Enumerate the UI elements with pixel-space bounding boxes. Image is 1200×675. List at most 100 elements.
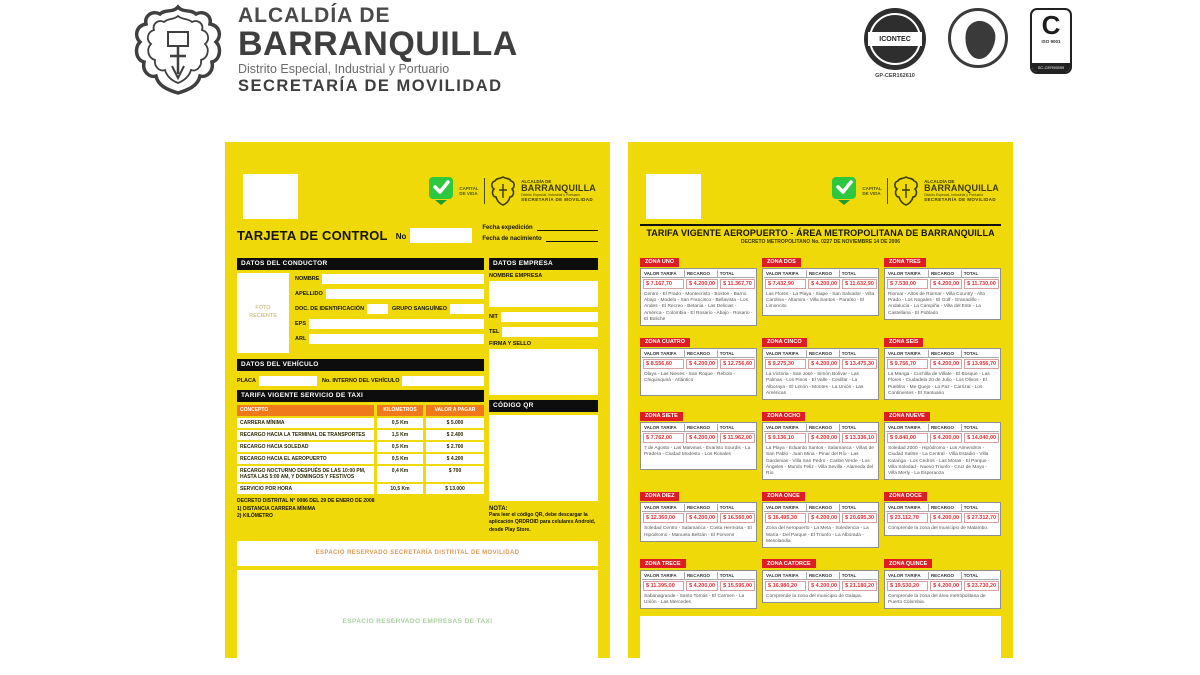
zone-card: ZONA TRES VALOR TARIFA RECARGO TOTAL $ 7… <box>884 250 1001 326</box>
row-km: 0,5 Km <box>377 454 423 464</box>
zone-col-valor-tarifa: VALOR TARIFA <box>886 571 929 579</box>
header-title-line2: BARRANQUILLA <box>238 25 518 63</box>
zone-col-valor-tarifa: VALOR TARIFA <box>764 504 807 512</box>
zone-label: ZONA ONCE <box>762 491 805 501</box>
fecha-expedicion-line <box>536 224 598 231</box>
zone-total-value: $ 13.956,70 <box>964 359 1000 370</box>
zone-label: ZONA DOCE <box>884 491 927 501</box>
row-valor: $ 4.200 <box>426 454 484 464</box>
iso-cert-logo: C ISO 9001 SC-CER95599 <box>1030 8 1072 74</box>
zone-panel: VALOR TARIFA RECARGO TOTAL $ 9.275,30 $ … <box>762 348 879 401</box>
zone-col-recargo: RECARGO <box>929 270 962 277</box>
zone-tarifa-value: $ 11.395,00 <box>643 580 685 591</box>
brand-wordmark-small: ALCALDÍA DE BARRANQUILLA Distrito Especi… <box>521 178 596 202</box>
zone-col-total: TOTAL <box>841 271 857 276</box>
zone-total-value: $ 15.595,00 <box>720 580 756 591</box>
header-subtitle: Distrito Especial, Industrial y Portuari… <box>238 62 450 77</box>
zone-panel: VALOR TARIFA RECARGO TOTAL $ 7.762,00 $ … <box>640 422 757 471</box>
zone-recargo-value: $ 4.200,00 <box>686 279 719 289</box>
zone-table-header: VALOR TARIFA RECARGO TOTAL <box>642 350 755 359</box>
zone-total-value: $ 13.336,10 <box>842 433 878 444</box>
zone-table-header: VALOR TARIFA RECARGO TOTAL <box>886 424 999 433</box>
zone-table-header: VALOR TARIFA RECARGO TOTAL <box>642 504 755 513</box>
zone-tarifa-value: $ 7.530,00 <box>887 279 929 289</box>
row-concepto: RECARGO HACIA SOLEDAD <box>237 442 374 452</box>
zone-label: ZONA SIETE <box>640 411 683 421</box>
zone-total-value: $ 21.180,20 <box>842 580 878 591</box>
row-km: 0,5 Km <box>377 442 423 452</box>
zone-tarifa-value: $ 16.980,20 <box>765 580 807 591</box>
zone-label: ZONA NUEVE <box>884 411 930 421</box>
apellido-field <box>325 289 484 299</box>
qr-nota: NOTA: Para leer el código QR, debe desca… <box>489 506 598 534</box>
zone-col-valor-tarifa: VALOR TARIFA <box>642 504 685 512</box>
zone-barrios-text: Olaya - Las Nieves - San Roque - Rebolo … <box>644 372 736 384</box>
row-km: 0,5 Km <box>377 418 423 428</box>
zone-col-recargo: RECARGO <box>807 504 840 512</box>
firma-sello-label: FIRMA Y SELLO <box>489 341 532 347</box>
tarifa-table-row: CARRERA MÍNIMA 0,5 Km $ 5.000 <box>237 418 484 428</box>
photo-placeholder: FOTO RECIENTE <box>237 273 289 353</box>
tarifa-aeropuerto-card: CAPITAL DE VIDA ALCALDÍA DE BARRANQUILLA… <box>628 142 1013 675</box>
zone-col-recargo: RECARGO <box>807 270 840 277</box>
zone-recargo-value: $ 4.200,00 <box>686 433 719 444</box>
nota-text: Para leer el código QR, debe descargar l… <box>489 512 596 533</box>
row-km: 0,4 Km <box>377 466 423 482</box>
certification-logos: ICONTEC GP-CER162610 C ISO 9001 SC-CER95… <box>864 8 1072 79</box>
zone-values-row: $ 16.980,20 $ 4.200,00 $ 21.180,20 <box>764 580 878 592</box>
zone-barrios-text: Comprende la zona del municipio de Malam… <box>888 526 989 532</box>
firma-sello-box <box>489 349 598 395</box>
tarifa-table-row: RECARGO HACIA EL AEROPUERTO 0,5 Km $ 4.2… <box>237 454 484 464</box>
zone-label: ZONA DIEZ <box>640 491 680 501</box>
zone-total-value: $ 13.475,30 <box>842 359 878 370</box>
reserved-empresas-box: ESPACIO RESERVADO EMPRESAS DE TAXI <box>640 616 1001 675</box>
zone-col-recargo: RECARGO <box>807 571 840 579</box>
capital-de-vida-label: CAPITAL DE VIDA <box>459 185 479 196</box>
zone-tarifa-value: $ 9.275,30 <box>765 359 807 370</box>
left-card-top: CAPITAL DE VIDA ALCALDÍA DE BARRANQUILLA… <box>237 152 598 219</box>
zone-recargo-value: $ 4.200,00 <box>808 279 841 289</box>
zone-values-row: $ 7.762,00 $ 4.200,00 $ 11.962,00 <box>642 432 755 444</box>
zone-col-total: TOTAL <box>963 505 979 511</box>
zone-total-value: $ 11.367,70 <box>720 279 755 289</box>
tarifa-table: CONCEPTO KILÓMETROS VALOR A PAGAR CARRER… <box>237 405 484 494</box>
datos-empresa-header: DATOS EMPRESA <box>489 258 598 270</box>
zone-tarifa-value: $ 9.840,00 <box>887 433 929 444</box>
zone-col-total: TOTAL <box>963 271 979 276</box>
zone-values-row: $ 9.136,10 $ 4.200,00 $ 13.336,10 <box>764 432 878 444</box>
zone-total-value: $ 20.695,30 <box>842 513 878 524</box>
zone-col-recargo: RECARGO <box>929 504 962 512</box>
tel-label: TEL <box>489 329 500 335</box>
icontec-cert-caption: GP-CER162610 <box>875 73 915 79</box>
zone-barrios-text: La Playa - Eduardo Santos - Salamanca - … <box>766 446 874 477</box>
zone-panel: VALOR TARIFA RECARGO TOTAL $ 9.136,10 $ … <box>762 422 879 481</box>
zone-card: ZONA DOCE VALOR TARIFA RECARGO TOTAL $ 2… <box>884 484 1001 548</box>
zone-col-valor-tarifa: VALOR TARIFA <box>886 504 929 512</box>
zone-col-total: TOTAL <box>841 425 857 431</box>
card-title-row: TARJETA DE CONTROL No Fecha expedición F… <box>237 224 598 254</box>
zone-col-recargo: RECARGO <box>807 424 840 432</box>
tarifa-table-row: RECARGO HACIA LA TERMINAL DE TRANSPORTES… <box>237 430 484 440</box>
zone-table-header: VALOR TARIFA RECARGO TOTAL <box>642 571 755 580</box>
arl-label: ARL <box>295 336 307 342</box>
zone-barrios-text: Soledad 2000 - Hipódromo - Los Almendros… <box>888 446 990 477</box>
zone-col-total: TOTAL <box>719 351 735 357</box>
zone-col-total: TOTAL <box>963 351 979 357</box>
zone-panel: VALOR TARIFA RECARGO TOTAL $ 9.756,70 $ … <box>884 348 1001 401</box>
zone-col-total: TOTAL <box>963 572 979 578</box>
icontec-band-label: ICONTEC <box>868 32 922 46</box>
zone-recargo-value: $ 4.200,00 <box>808 580 841 591</box>
fecha-expedicion-label: Fecha expedición <box>482 225 533 231</box>
nombre-field <box>322 274 484 284</box>
reserved-movilidad-box: ESPACIO RESERVADO SECRETARÍA DISTRITAL D… <box>237 540 598 566</box>
placa-label: PLACA <box>237 378 256 384</box>
row-km: 10,5 Km <box>377 484 423 494</box>
colombia-shape <box>962 19 998 61</box>
zone-total-value: $ 16.560,00 <box>720 513 756 524</box>
eps-label: EPS <box>295 321 307 327</box>
col-valor: VALOR A PAGAR <box>426 405 484 416</box>
zone-recargo-value: $ 4.200,00 <box>930 580 963 591</box>
apellido-label: APELLIDO <box>295 291 323 297</box>
page-header: ALCALDÍA DE BARRANQUILLA Distrito Especi… <box>128 4 518 96</box>
zone-tarifa-value: $ 7.762,00 <box>643 433 685 444</box>
